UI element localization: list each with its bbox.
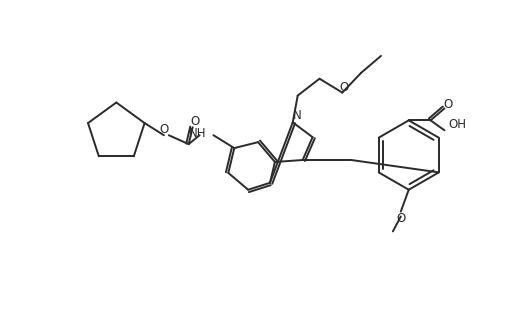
Text: O: O: [444, 98, 453, 111]
Text: NH: NH: [189, 127, 207, 140]
Text: O: O: [340, 81, 349, 94]
Text: O: O: [190, 115, 199, 128]
Text: OH: OH: [448, 118, 466, 131]
Text: O: O: [159, 123, 169, 136]
Text: N: N: [293, 109, 302, 122]
Text: O: O: [396, 212, 405, 225]
